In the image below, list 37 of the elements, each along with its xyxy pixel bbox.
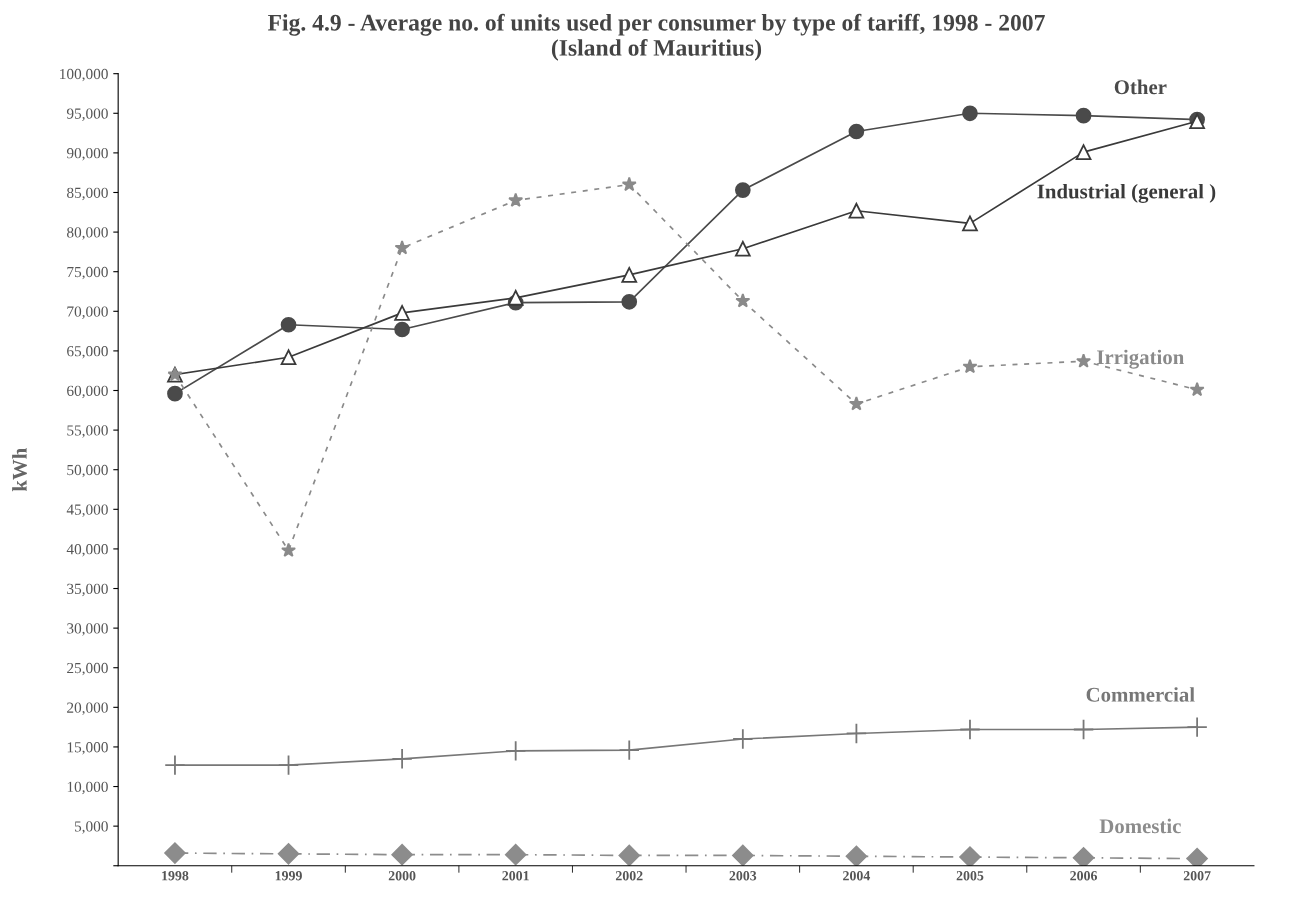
y-tick-label: 10,000	[67, 781, 108, 795]
y-tick-label: 35,000	[67, 583, 108, 597]
x-tick-label: 2001	[502, 871, 529, 881]
series-label: Other	[1114, 79, 1167, 95]
y-tick-label: 15,000	[67, 742, 108, 755]
x-tick-label: 2004	[843, 871, 871, 881]
y-tick-label: 50,000	[67, 464, 108, 478]
y-tick-label: 5,000	[74, 821, 108, 834]
y-tick-label: 90,000	[66, 148, 108, 161]
y-tick-label: 45,000	[66, 504, 108, 517]
series-label: Irrigation	[1097, 349, 1184, 369]
y-axis-title: kWh	[12, 448, 27, 492]
x-tick-label: 2007	[1183, 871, 1211, 881]
y-tick-label: 75,000	[67, 266, 108, 280]
x-tick-label: 1999	[275, 871, 302, 881]
y-tick-label: 20,000	[67, 702, 108, 715]
y-tick-label: 40,000	[66, 544, 108, 557]
y-tick-label: 60,000	[67, 385, 108, 399]
y-tick-label: 70,000	[67, 306, 108, 319]
x-tick-label: 2006	[1070, 871, 1098, 881]
series-label: Domestic	[1099, 818, 1181, 834]
series-label: Commercial	[1086, 687, 1195, 702]
y-tick-label: 55,000	[67, 425, 108, 438]
x-tick-label: 2003	[729, 871, 757, 881]
series-label: Industrial (general )	[1037, 183, 1216, 203]
x-tick-label: 1998	[162, 871, 189, 881]
y-tick-label: 85,000	[67, 187, 108, 201]
y-tick-label: 30,000	[67, 623, 108, 636]
chart-title: Fig. 4.9 - Average no. of units used per consumer by type of tariff, 1998 - 2007 (Island of Mauritius)	[267, 13, 1045, 61]
x-tick-label: 2005	[956, 871, 984, 881]
y-tick-label: 100,000	[60, 68, 108, 82]
x-tick-label: 2002	[615, 871, 643, 881]
y-tick-label: 65,000	[67, 346, 108, 359]
y-tick-label: 25,000	[67, 662, 108, 676]
y-tick-label: 80,000	[67, 227, 108, 240]
x-tick-label: 2000	[388, 871, 416, 881]
y-tick-label: 95,000	[66, 108, 108, 121]
